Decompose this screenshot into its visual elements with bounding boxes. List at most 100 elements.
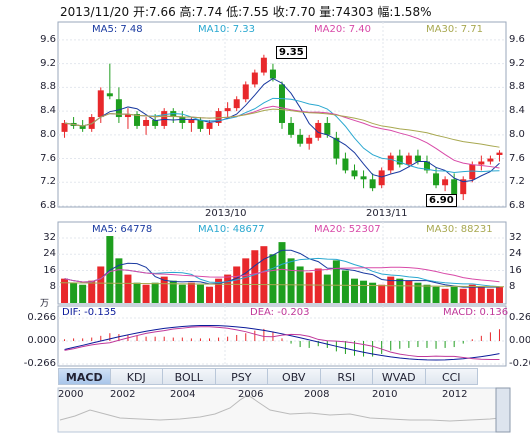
candle-body (242, 84, 249, 100)
tab-cci[interactable]: CCI (425, 368, 478, 385)
candle-body (143, 120, 150, 126)
price-panel-frame (57, 21, 507, 208)
volume-bar (142, 284, 150, 303)
vol-legend-ma30: MA30: 88231 (426, 224, 493, 235)
candle-body (134, 114, 141, 126)
volume-bar (387, 276, 395, 303)
volume-unit-label: 万 (40, 299, 50, 309)
volume-bar (414, 282, 422, 303)
candle-body (61, 122, 68, 132)
volume-axis-label-left: 16 (43, 264, 56, 276)
tab-rsi[interactable]: RSI (320, 368, 373, 385)
candle-body (297, 134, 304, 144)
legend-ma20: MA20: 7.40 (314, 24, 372, 35)
vol-legend-ma5: MA5: 64778 (92, 224, 153, 235)
volume-bar (242, 258, 250, 303)
quote-header: 2013/11/20 开:7.66 高:7.74 低:7.55 收:7.70 量… (60, 5, 432, 19)
volume-bar (341, 270, 349, 303)
price-axis-label-left: 6.8 (40, 200, 56, 211)
candle-body (360, 176, 367, 180)
timeline-year-label: 2000 (58, 389, 84, 400)
price-axis-label-right: 8.4 (509, 105, 525, 117)
price-axis-label-right: 9.6 (509, 33, 525, 45)
volume-bar (378, 284, 386, 303)
timeline-range-selection[interactable] (495, 387, 511, 433)
tab-macd[interactable]: MACD (58, 368, 111, 385)
price-axis-label-left: 8.0 (40, 128, 56, 140)
timeline-year-label: 2006 (238, 389, 264, 400)
volume-bar (124, 274, 132, 303)
candle-body (269, 69, 276, 79)
volume-panel-frame (57, 221, 507, 305)
tab-wvad[interactable]: WVAD (373, 368, 426, 385)
volume-bar (97, 266, 105, 303)
macd-axis-label-left: -0.266 (23, 358, 56, 369)
candle-body (106, 93, 113, 97)
volume-bar (287, 258, 295, 303)
candle-body (188, 120, 195, 123)
price-axis-label-left: 9.6 (40, 33, 56, 45)
macd-axis-label-right: 0.266 (509, 312, 530, 323)
candle-body (460, 179, 467, 195)
candle-body (260, 57, 267, 73)
macd-legend-value: MACD: 0.136 (443, 307, 509, 318)
candle-body (396, 155, 403, 165)
timeline-navigator[interactable] (57, 387, 507, 433)
volume-axis-label-left: 24 (43, 248, 56, 260)
volume-bar (61, 278, 69, 303)
candle-body (279, 84, 285, 123)
high-price-callout: 9.35 (276, 46, 307, 59)
candle-body (115, 99, 122, 118)
timeline-year-label: 2010 (372, 389, 398, 400)
candle-body (124, 114, 131, 118)
macd-axis-label-right: 0.000 (509, 335, 530, 346)
legend-ma10: MA10: 7.33 (198, 24, 256, 35)
tab-kdj[interactable]: KDJ (110, 368, 163, 385)
volume-bar (79, 284, 87, 303)
timeline-year-label: 2002 (110, 389, 136, 400)
legend-ma5: MA5: 7.48 (92, 24, 143, 35)
volume-bar (450, 286, 458, 303)
volume-axis-label-right: 32 (509, 232, 522, 244)
tab-psy[interactable]: PSY (215, 368, 268, 385)
candle-body (387, 155, 394, 171)
dif-line (64, 324, 500, 361)
candle-body (197, 120, 204, 129)
price-axis-label-right: 8.0 (509, 128, 525, 140)
price-axis-label-left: 7.6 (40, 152, 56, 164)
volume-bar (314, 268, 322, 303)
volume-bar (396, 278, 404, 303)
candle-body (224, 108, 231, 112)
price-axis-label-right: 9.2 (509, 57, 525, 69)
candle-body (451, 179, 458, 195)
price-axis-label-right: 7.2 (509, 176, 525, 188)
tab-boll[interactable]: BOLL (163, 368, 216, 385)
volume-bar (332, 260, 340, 303)
volume-bar (350, 278, 358, 303)
volume-axis-label-left: 32 (43, 232, 56, 244)
candle-body (369, 179, 376, 189)
volume-bar (88, 280, 96, 303)
vol-legend-ma20: MA20: 52307 (314, 224, 381, 235)
volume-bar (187, 282, 195, 303)
date-label-nov: 2013/11 (366, 208, 408, 219)
tab-obv[interactable]: OBV (268, 368, 321, 385)
macd-legend-dea: DEA: -0.203 (250, 307, 310, 318)
macd-panel-frame (57, 305, 507, 367)
timeline-year-label: 2004 (170, 389, 196, 400)
candle-body (233, 99, 240, 109)
price-axis-label-left: 8.8 (40, 81, 56, 93)
candle-body (423, 161, 430, 171)
candle-body (315, 122, 322, 138)
candle-body (442, 179, 449, 186)
volume-bar (151, 282, 159, 303)
candle-body (79, 125, 86, 129)
price-axis-label-right: 8.8 (509, 81, 525, 93)
candle-body (433, 173, 440, 186)
candle-body (170, 111, 177, 118)
price-axis-label-left: 8.4 (40, 105, 56, 117)
volume-bar (224, 274, 232, 303)
volume-bar (323, 274, 331, 303)
legend-ma30: MA30: 7.71 (426, 24, 484, 35)
